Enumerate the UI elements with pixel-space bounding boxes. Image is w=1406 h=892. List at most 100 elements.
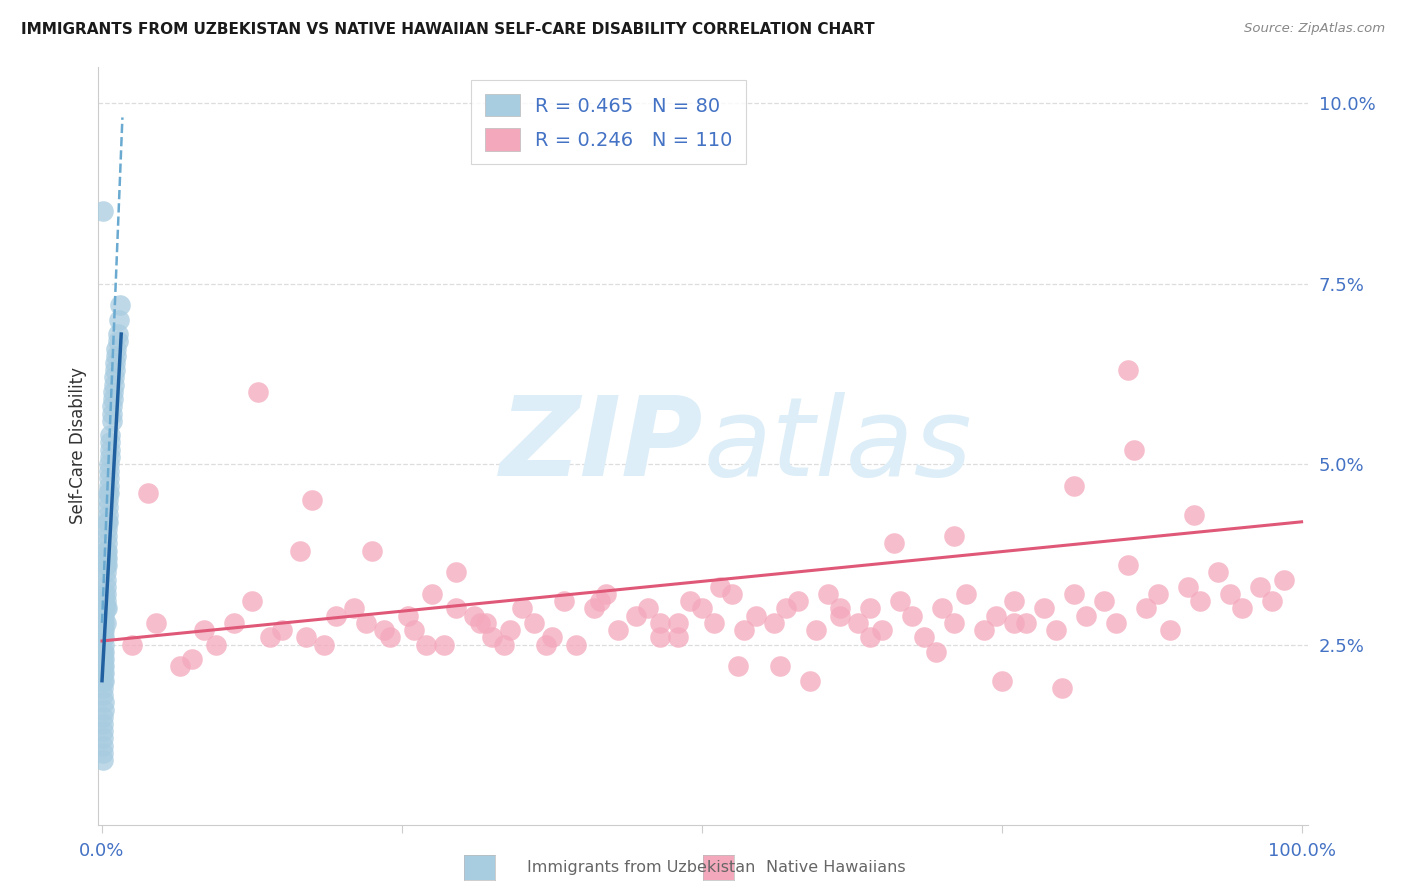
Point — [96, 558, 118, 573]
Point — [325, 608, 347, 623]
Point — [93, 659, 115, 673]
Point — [295, 631, 318, 645]
Point — [93, 615, 115, 630]
Point — [1135, 601, 1157, 615]
Point — [93, 587, 115, 601]
Text: atlas: atlas — [703, 392, 972, 500]
Point — [955, 587, 977, 601]
Point — [93, 695, 115, 709]
Point — [534, 638, 557, 652]
Point — [98, 464, 121, 478]
Point — [94, 580, 117, 594]
Point — [415, 638, 437, 652]
Point — [343, 601, 366, 615]
Point — [91, 652, 114, 666]
Point — [1122, 442, 1144, 457]
Point — [100, 407, 122, 421]
Point — [468, 615, 491, 630]
Point — [91, 204, 114, 219]
Point — [444, 566, 467, 580]
Text: Immigrants from Uzbekistan: Immigrants from Uzbekistan — [527, 860, 755, 874]
Point — [984, 608, 1007, 623]
Point — [93, 702, 115, 716]
Point — [666, 615, 689, 630]
Point — [97, 500, 120, 515]
Point — [1249, 580, 1271, 594]
Point — [973, 623, 995, 637]
Point — [100, 450, 122, 464]
Point — [510, 601, 533, 615]
Point — [98, 471, 121, 485]
Point — [373, 623, 395, 637]
Point — [93, 601, 115, 615]
Point — [1159, 623, 1181, 637]
Text: Source: ZipAtlas.com: Source: ZipAtlas.com — [1244, 22, 1385, 36]
Y-axis label: Self-Care Disability: Self-Care Disability — [69, 368, 87, 524]
Point — [100, 399, 122, 413]
Point — [91, 710, 114, 724]
Point — [402, 623, 425, 637]
Point — [553, 594, 575, 608]
Point — [492, 638, 515, 652]
Point — [804, 623, 827, 637]
Point — [1045, 623, 1067, 637]
Point — [93, 645, 115, 659]
Point — [1104, 615, 1126, 630]
Point — [94, 587, 117, 601]
Point — [859, 601, 882, 615]
Point — [193, 623, 215, 637]
Point — [240, 594, 263, 608]
Point — [93, 638, 115, 652]
Point — [94, 601, 117, 615]
Point — [312, 638, 335, 652]
Point — [97, 493, 120, 508]
Point — [481, 631, 503, 645]
Point — [912, 631, 935, 645]
Point — [91, 753, 114, 767]
Point — [420, 587, 443, 601]
Point — [444, 601, 467, 615]
Point — [523, 615, 546, 630]
Point — [100, 428, 122, 442]
Point — [91, 731, 114, 746]
Point — [96, 529, 118, 543]
Point — [93, 623, 115, 637]
Point — [1260, 594, 1282, 608]
Point — [94, 573, 117, 587]
Point — [93, 631, 115, 645]
Text: Native Hawaiians: Native Hawaiians — [766, 860, 905, 874]
Point — [595, 587, 617, 601]
Point — [703, 615, 725, 630]
Point — [361, 543, 384, 558]
Point — [1092, 594, 1115, 608]
Point — [1015, 615, 1038, 630]
Point — [93, 673, 115, 688]
Point — [93, 666, 115, 681]
Point — [433, 638, 456, 652]
Point — [828, 601, 851, 615]
Point — [103, 377, 125, 392]
Point — [271, 623, 294, 637]
Point — [104, 363, 127, 377]
Point — [1219, 587, 1241, 601]
Point — [762, 615, 785, 630]
Point — [1002, 615, 1025, 630]
Point — [396, 608, 419, 623]
Point — [169, 659, 191, 673]
Point — [101, 392, 124, 406]
Point — [101, 384, 124, 399]
Point — [97, 515, 120, 529]
Point — [769, 659, 792, 673]
Point — [709, 580, 731, 594]
Point — [942, 529, 965, 543]
Point — [606, 623, 628, 637]
Point — [94, 566, 117, 580]
Point — [870, 623, 893, 637]
Point — [565, 638, 588, 652]
Point — [637, 601, 659, 615]
Point — [1116, 558, 1139, 573]
Point — [94, 615, 117, 630]
Point — [91, 724, 114, 739]
Point — [942, 615, 965, 630]
Point — [96, 601, 118, 615]
